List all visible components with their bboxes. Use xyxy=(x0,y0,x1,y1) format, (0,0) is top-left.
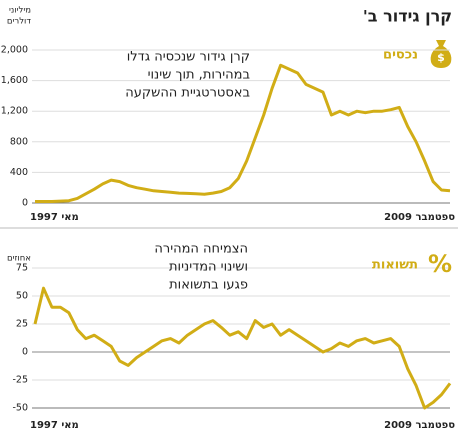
x-tick-label: מאי 1997 xyxy=(30,420,79,431)
y-unit: אחוזים xyxy=(7,254,31,264)
y-tick-label: 1,600 xyxy=(1,75,28,86)
y-tick-label: 0 xyxy=(22,347,28,358)
icon-label: % xyxy=(428,250,452,278)
data-line xyxy=(35,63,451,203)
money-bag-icon xyxy=(430,40,452,68)
x-tick-label: ספטמבר 2009 xyxy=(384,212,455,223)
y-tick-label: 75 xyxy=(16,263,28,274)
annotation: ושינוי המדיניות xyxy=(169,260,248,275)
y-tick-label: 25 xyxy=(16,319,28,330)
x-tick-label: ספטמבר 2009 xyxy=(384,420,455,431)
y-tick-label: 2,000 xyxy=(1,45,28,56)
page-title: קרן גידור ב' xyxy=(363,7,452,26)
y-tick-label: 0 xyxy=(22,198,28,209)
icon-label: $ xyxy=(437,51,445,64)
y-unit: מיליוני xyxy=(9,6,31,16)
y-tick-label: -25 xyxy=(12,375,28,386)
y-tick-label: 800 xyxy=(10,136,28,147)
y-tick-label: -50 xyxy=(12,403,28,414)
y-unit: דולרים xyxy=(7,17,31,27)
annotation: במהירות, תוך שינוי xyxy=(148,68,250,83)
annotation: באסטרטגיית ההשקעה xyxy=(125,86,250,101)
annotation: הצמיחה המהירה xyxy=(154,242,248,257)
section-label: תשואות xyxy=(372,258,418,273)
y-tick-label: 400 xyxy=(10,167,28,178)
annotation: פגעו בתשואות xyxy=(169,278,248,293)
y-tick-label: 1,200 xyxy=(1,106,28,117)
section-label: נכסים xyxy=(383,48,418,63)
data-line xyxy=(33,286,452,410)
x-tick-label: מאי 1997 xyxy=(30,212,79,223)
annotation: קרן גידור שנכסיה גדלו xyxy=(127,50,250,65)
y-tick-label: 50 xyxy=(16,291,28,302)
